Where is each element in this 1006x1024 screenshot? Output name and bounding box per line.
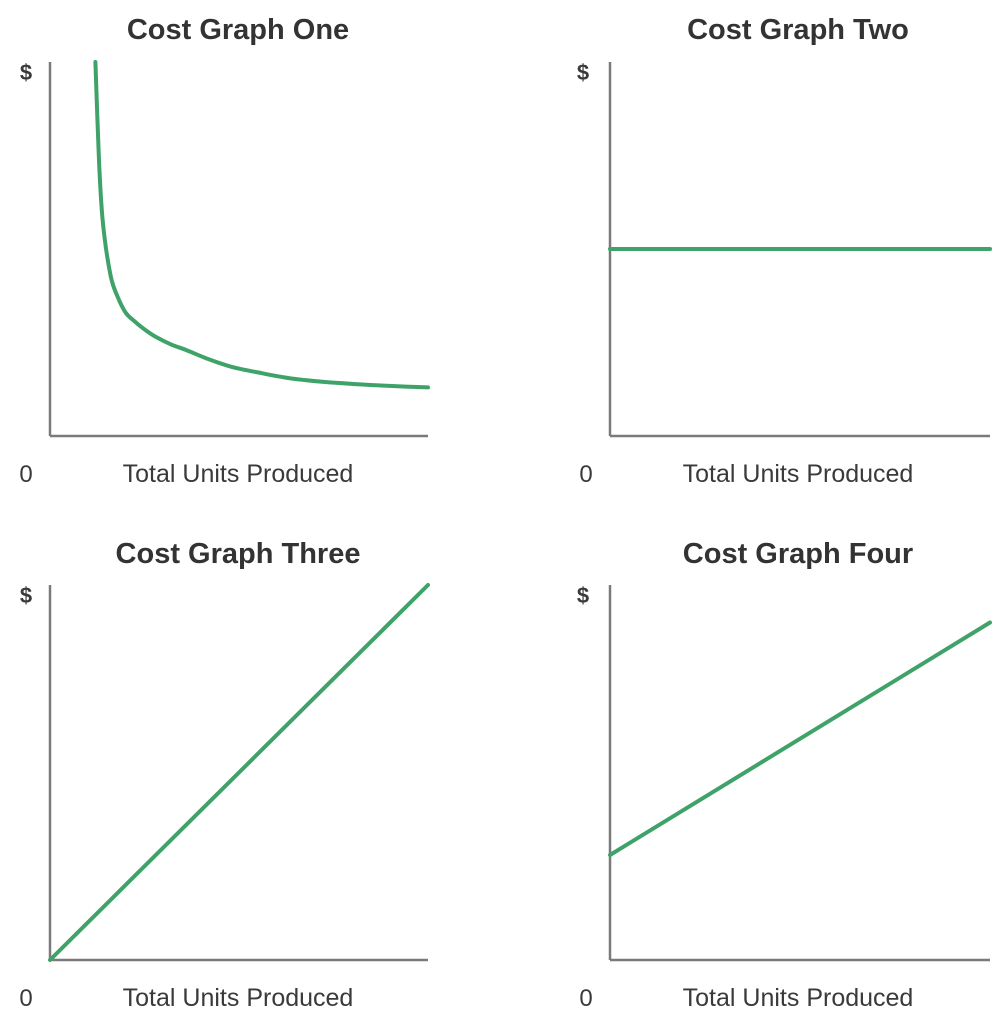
y-axis-label: $ bbox=[577, 60, 589, 85]
chart-title: Cost Graph Two bbox=[687, 14, 909, 46]
chart-title: Cost Graph Four bbox=[683, 538, 913, 570]
cost-line-series-1 bbox=[93, 60, 430, 390]
chart-title: Cost Graph One bbox=[127, 14, 349, 46]
x-axis-label: Total Units Produced bbox=[683, 460, 914, 488]
y-axis-label: $ bbox=[20, 583, 32, 608]
x-axis-label: Total Units Produced bbox=[123, 984, 354, 1012]
chart-panel-3: Cost Graph Three $0 Total Units Produced bbox=[19, 538, 430, 1012]
chart-panel-2: Cost Graph Two $0 Total Units Produced bbox=[577, 14, 992, 488]
y-axis-label: $ bbox=[577, 583, 589, 608]
chart-title: Cost Graph Three bbox=[116, 538, 361, 570]
chart-panel-1: Cost Graph One $0 Total Units Produced bbox=[19, 14, 430, 488]
origin-label: 0 bbox=[579, 985, 592, 1012]
x-axis-label: Total Units Produced bbox=[683, 984, 914, 1012]
origin-label: 0 bbox=[19, 461, 32, 488]
y-axis-label: $ bbox=[20, 60, 32, 85]
x-axis-label: Total Units Produced bbox=[123, 460, 354, 488]
origin-label: 0 bbox=[579, 461, 592, 488]
cost-line-series-1 bbox=[608, 620, 992, 857]
cost-line-series-1 bbox=[48, 583, 430, 962]
chart-panel-4: Cost Graph Four $0 Total Units Produced bbox=[577, 538, 992, 1012]
origin-label: 0 bbox=[19, 985, 32, 1012]
